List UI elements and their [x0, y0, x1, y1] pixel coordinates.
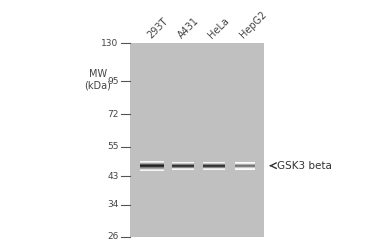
- Bar: [203, 168, 225, 169]
- Bar: [141, 167, 164, 168]
- Bar: [172, 164, 194, 165]
- Bar: [131, 44, 264, 237]
- Bar: [141, 163, 164, 164]
- Bar: [235, 169, 254, 170]
- Bar: [235, 165, 254, 166]
- Text: 26: 26: [107, 232, 119, 241]
- Text: HeLa: HeLa: [207, 16, 231, 40]
- Bar: [203, 166, 225, 167]
- Bar: [141, 170, 164, 171]
- Bar: [172, 163, 194, 164]
- Bar: [235, 163, 254, 164]
- Bar: [235, 166, 254, 167]
- Text: 43: 43: [107, 172, 119, 181]
- Bar: [141, 164, 164, 165]
- Bar: [235, 167, 254, 168]
- Bar: [235, 164, 254, 165]
- Bar: [203, 169, 225, 170]
- Bar: [172, 169, 194, 170]
- Bar: [141, 161, 164, 162]
- Text: 72: 72: [107, 110, 119, 119]
- Bar: [235, 163, 254, 164]
- Bar: [172, 162, 194, 163]
- Text: A431: A431: [176, 16, 201, 40]
- Text: HepG2: HepG2: [238, 10, 268, 40]
- Text: 95: 95: [107, 77, 119, 86]
- Bar: [203, 162, 225, 163]
- Bar: [141, 162, 164, 163]
- Bar: [141, 170, 164, 172]
- Bar: [172, 164, 194, 165]
- Bar: [235, 167, 254, 168]
- Bar: [172, 162, 194, 163]
- Text: 293T: 293T: [145, 16, 169, 40]
- Bar: [203, 164, 225, 165]
- Bar: [141, 164, 164, 165]
- Bar: [172, 166, 194, 167]
- Bar: [203, 163, 225, 164]
- Bar: [172, 167, 194, 168]
- Text: 34: 34: [107, 200, 119, 209]
- Bar: [203, 165, 225, 166]
- Bar: [203, 162, 225, 163]
- Text: 55: 55: [107, 142, 119, 151]
- Bar: [141, 163, 164, 164]
- Bar: [141, 166, 164, 167]
- Bar: [141, 161, 164, 162]
- Text: 130: 130: [101, 39, 119, 48]
- Bar: [141, 169, 164, 170]
- Bar: [203, 164, 225, 165]
- Text: MW
(kDa): MW (kDa): [84, 69, 111, 91]
- Bar: [172, 169, 194, 170]
- Bar: [235, 162, 254, 163]
- Bar: [141, 168, 164, 169]
- Bar: [172, 165, 194, 166]
- Bar: [141, 165, 164, 166]
- Bar: [235, 168, 254, 169]
- Bar: [235, 166, 254, 167]
- Bar: [235, 162, 254, 163]
- Bar: [203, 169, 225, 170]
- Text: GSK3 beta: GSK3 beta: [277, 161, 332, 171]
- Bar: [141, 168, 164, 169]
- Bar: [203, 167, 225, 168]
- Bar: [141, 166, 164, 167]
- Bar: [172, 168, 194, 169]
